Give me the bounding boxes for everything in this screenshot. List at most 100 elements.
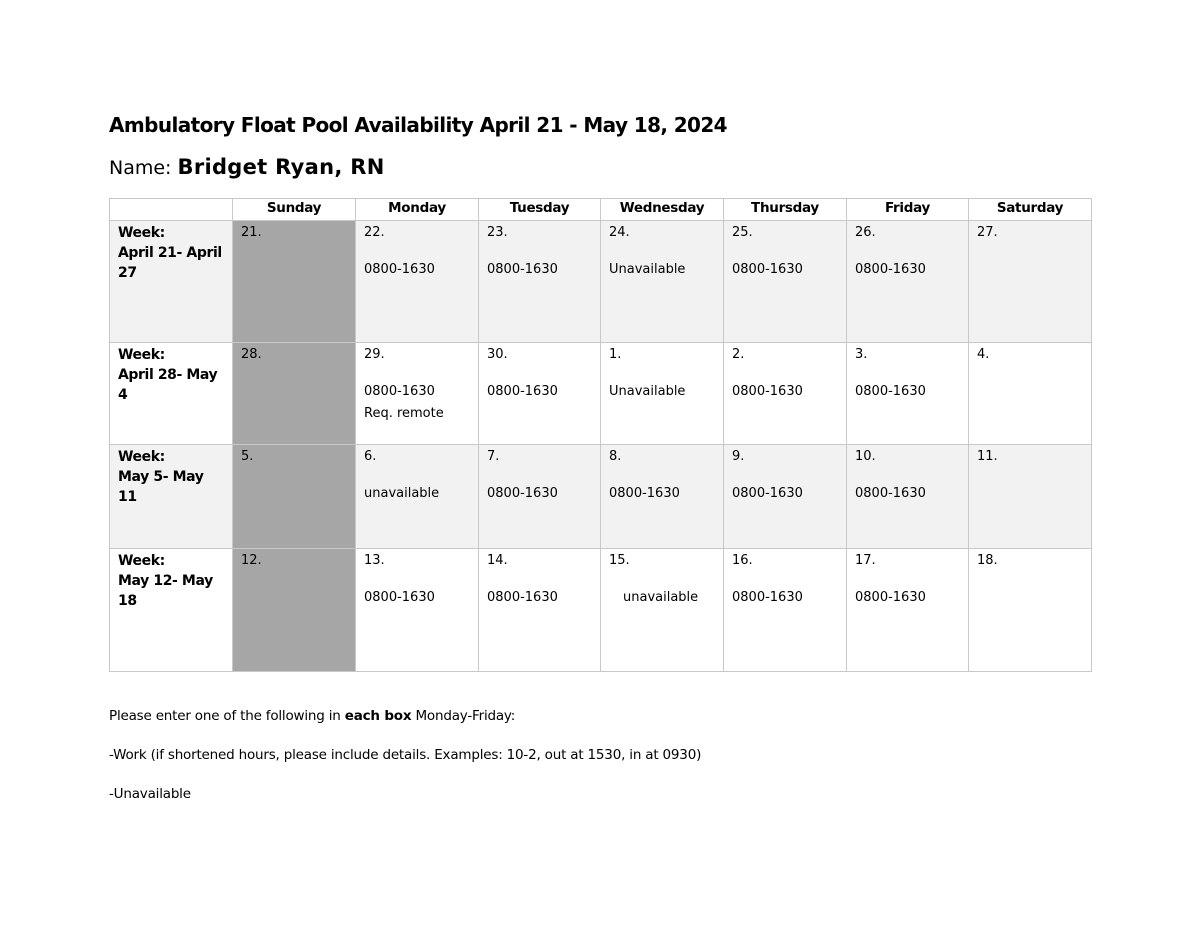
- day-number: 6.: [364, 449, 377, 464]
- day-number: 27.: [977, 225, 998, 240]
- day-cell[interactable]: 9. 0800-1630: [723, 444, 847, 549]
- day-cell[interactable]: 24. Unavailable: [600, 220, 724, 343]
- availability-entry: 0800-1630 Req. remote: [364, 384, 444, 421]
- day-number: 21.: [241, 225, 262, 240]
- day-number: 3.: [855, 347, 868, 362]
- corner-cell: [109, 198, 233, 221]
- day-number: 16.: [732, 553, 753, 568]
- day-cell[interactable]: 3. 0800-1630: [846, 342, 969, 445]
- day-header-friday: Friday: [846, 198, 969, 221]
- document-title: Ambulatory Float Pool Availability April…: [109, 113, 728, 137]
- day-number: 28.: [241, 347, 262, 362]
- day-number: 1.: [609, 347, 622, 362]
- day-number: 12.: [241, 553, 262, 568]
- day-number: 13.: [364, 553, 385, 568]
- day-number: 9.: [732, 449, 745, 464]
- day-number: 7.: [487, 449, 500, 464]
- day-number: 11.: [977, 449, 998, 464]
- availability-entry: 0800-1630: [855, 384, 926, 399]
- week-row: Week: April 28- May 4 28. 29. 0800-1630 Req…: [109, 342, 1092, 445]
- availability-entry: 0800-1630: [855, 486, 926, 501]
- day-number: 23.: [487, 225, 508, 240]
- day-cell[interactable]: 4.: [968, 342, 1092, 445]
- availability-entry: 0800-1630: [732, 486, 803, 501]
- availability-entry: 0800-1630: [487, 262, 558, 277]
- week-row: Week: May 12- May 18 12. 13. 0800-1630 14. 08…: [109, 548, 1092, 672]
- availability-entry: 0800-1630: [487, 384, 558, 399]
- name-line: Name: Bridget Ryan, RN: [109, 155, 385, 179]
- instruction-line-2: -Work (if shortened hours, please includ…: [109, 747, 702, 763]
- day-header-monday: Monday: [355, 198, 479, 221]
- day-cell[interactable]: 15. unavailable: [600, 548, 724, 672]
- day-number: 18.: [977, 553, 998, 568]
- instruction-line-3: -Unavailable: [109, 786, 191, 802]
- day-number: 14.: [487, 553, 508, 568]
- day-cell[interactable]: 5.: [232, 444, 356, 549]
- day-cell[interactable]: 7. 0800-1630: [478, 444, 601, 549]
- day-number: 5.: [241, 449, 254, 464]
- availability-entry: Unavailable: [609, 262, 686, 277]
- day-cell[interactable]: 14. 0800-1630: [478, 548, 601, 672]
- day-number: 30.: [487, 347, 508, 362]
- availability-entry: 0800-1630: [364, 590, 435, 605]
- day-cell[interactable]: 10. 0800-1630: [846, 444, 969, 549]
- availability-entry: 0800-1630: [487, 590, 558, 605]
- header-row: Sunday Monday Tuesday Wednesday Thursday Frid…: [109, 198, 1092, 221]
- name-value: Bridget Ryan, RN: [177, 155, 385, 179]
- day-cell[interactable]: 1. Unavailable: [600, 342, 724, 445]
- day-cell[interactable]: 13. 0800-1630: [355, 548, 479, 672]
- day-cell[interactable]: 12.: [232, 548, 356, 672]
- availability-entry: Unavailable: [609, 384, 686, 399]
- day-cell[interactable]: 8. 0800-1630: [600, 444, 724, 549]
- week-row: Week: May 5- May 11 5. 6. unavailable 7. 0800…: [109, 444, 1092, 549]
- day-number: 10.: [855, 449, 876, 464]
- day-cell[interactable]: 6. unavailable: [355, 444, 479, 549]
- availability-entry: 0800-1630: [855, 262, 926, 277]
- day-number: 15.: [609, 553, 630, 568]
- instructions: Please enter one of the following in eac…: [109, 708, 701, 825]
- day-cell[interactable]: 27.: [968, 220, 1092, 343]
- day-cell[interactable]: 26. 0800-1630: [846, 220, 969, 343]
- instruction-line-1: Please enter one of the following in eac…: [109, 708, 701, 725]
- day-cell[interactable]: 17. 0800-1630: [846, 548, 969, 672]
- availability-entry: unavailable: [364, 486, 440, 501]
- day-number: 22.: [364, 225, 385, 240]
- day-number: 29.: [364, 347, 385, 362]
- day-cell[interactable]: 2. 0800-1630: [723, 342, 847, 445]
- week-label: Week: May 12- May 18: [109, 548, 233, 672]
- week-row: Week: April 21- April 27 21. 22. 0800-1630 2…: [109, 220, 1092, 343]
- day-number: 8.: [609, 449, 622, 464]
- availability-entry: unavailable: [623, 590, 699, 605]
- day-header-wednesday: Wednesday: [600, 198, 724, 221]
- day-number: 24.: [609, 225, 630, 240]
- day-number: 17.: [855, 553, 876, 568]
- day-header-saturday: Saturday: [968, 198, 1092, 221]
- week-label: Week: April 21- April 27: [109, 220, 233, 343]
- day-cell[interactable]: 25. 0800-1630: [723, 220, 847, 343]
- day-cell[interactable]: 16. 0800-1630: [723, 548, 847, 672]
- day-cell[interactable]: 22. 0800-1630: [355, 220, 479, 343]
- day-cell[interactable]: 18.: [968, 548, 1092, 672]
- availability-entry: 0800-1630: [364, 262, 435, 277]
- availability-entry: 0800-1630: [609, 486, 680, 501]
- availability-entry: 0800-1630: [732, 384, 803, 399]
- name-label: Name:: [109, 157, 172, 179]
- day-cell[interactable]: 11.: [968, 444, 1092, 549]
- availability-table: Sunday Monday Tuesday Wednesday Thursday Frid…: [109, 198, 1092, 672]
- availability-entry: 0800-1630: [732, 262, 803, 277]
- day-cell[interactable]: 23. 0800-1630: [478, 220, 601, 343]
- week-label: Week: May 5- May 11: [109, 444, 233, 549]
- day-number: 2.: [732, 347, 745, 362]
- day-number: 4.: [977, 347, 990, 362]
- day-header-thursday: Thursday: [723, 198, 847, 221]
- day-cell[interactable]: 28.: [232, 342, 356, 445]
- day-cell[interactable]: 29. 0800-1630 Req. remote: [355, 342, 479, 445]
- day-cell[interactable]: 30. 0800-1630: [478, 342, 601, 445]
- availability-entry: 0800-1630: [487, 486, 558, 501]
- day-number: 26.: [855, 225, 876, 240]
- instruction-text: Please enter one of the following in: [109, 708, 345, 724]
- day-header-tuesday: Tuesday: [478, 198, 601, 221]
- day-cell[interactable]: 21.: [232, 220, 356, 343]
- day-header-sunday: Sunday: [232, 198, 356, 221]
- instruction-emphasis: each box: [344, 708, 412, 724]
